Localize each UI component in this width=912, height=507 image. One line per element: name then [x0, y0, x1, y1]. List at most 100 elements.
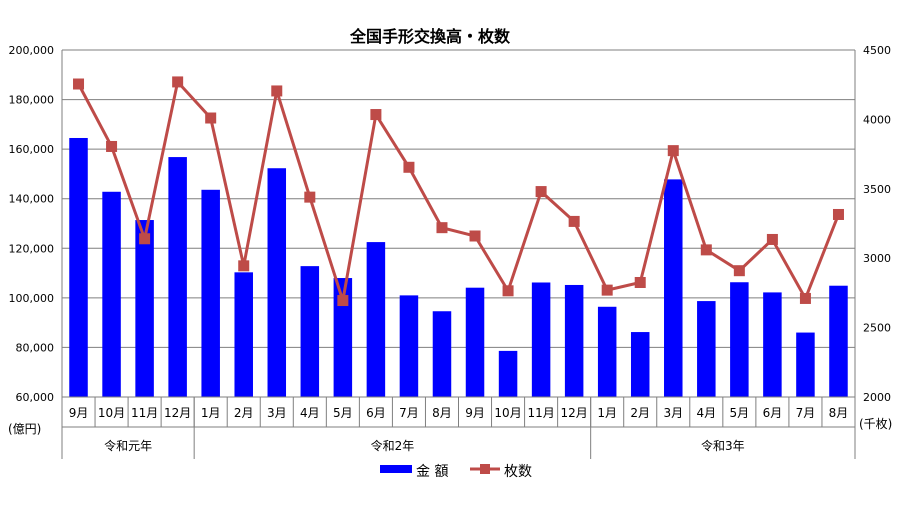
line-marker: [337, 295, 349, 307]
y-right-tick-labels: 2000 2500 3000 3500 4000 4500: [863, 44, 891, 404]
x-tick-label: 5月: [333, 406, 353, 420]
x-tick-label: 7月: [399, 406, 419, 420]
bar: [333, 278, 353, 397]
line-marker: [172, 76, 184, 88]
line-marker: [403, 161, 415, 173]
x-tick-label: 6月: [763, 406, 783, 420]
bar: [730, 282, 749, 397]
y-left-tick-labels: 60,000 80,000 100,000 120,000 140,000 160,000…: [9, 44, 55, 404]
x-tick-label: 12月: [561, 406, 588, 420]
bar: [300, 266, 320, 397]
bar: [796, 332, 815, 397]
x-group-label: 令和元年: [104, 438, 152, 453]
bar: [399, 295, 419, 397]
y-left-tick-label: 160,000: [9, 143, 55, 156]
y-left-tick-label: 80,000: [16, 341, 55, 354]
line-marker: [436, 222, 448, 234]
bar: [135, 220, 154, 397]
chart-title: 全国手形交換高・枚数: [349, 27, 511, 46]
x-tick-label: 11月: [527, 406, 554, 420]
y-left-unit: (億円): [8, 422, 41, 436]
y-right-tick-label: 3500: [863, 183, 891, 196]
line-marker: [106, 140, 118, 152]
line-marker: [700, 244, 712, 256]
bar: [366, 242, 386, 397]
bar: [102, 191, 121, 397]
line-marker: [304, 191, 316, 203]
y-right-unit: (千枚): [859, 416, 892, 431]
line-marker: [766, 233, 778, 245]
x-tick-label: 5月: [730, 406, 750, 420]
x-tick-label: 12月: [164, 406, 191, 420]
line-marker: [667, 145, 679, 157]
bar: [465, 287, 485, 397]
x-tick-label: 1月: [201, 406, 221, 420]
x-group-labels: 令和元年 令和2年 令和3年: [61, 397, 856, 459]
x-tick-label: 2月: [234, 406, 254, 420]
x-tick-label: 10月: [494, 406, 521, 420]
line-marker: [139, 233, 151, 245]
line-marker: [832, 208, 844, 220]
x-group-label: 令和2年: [371, 438, 415, 453]
legend-label-amount: 金 額: [416, 464, 448, 480]
x-tick-label: 1月: [597, 406, 617, 420]
bar: [697, 301, 716, 397]
line-marker: [370, 109, 382, 121]
bar: [234, 272, 253, 397]
x-tick-label: 7月: [796, 406, 816, 420]
y-right-tick-label: 4000: [863, 113, 891, 126]
legend: 金 額 枚数: [380, 464, 532, 480]
line-marker: [799, 292, 811, 304]
y-left-tick-label: 60,000: [16, 391, 55, 404]
y-left-tick-label: 200,000: [9, 44, 55, 57]
line-marker: [502, 285, 514, 297]
bar: [267, 168, 287, 397]
x-group-label: 令和3年: [701, 438, 745, 453]
bar: [498, 350, 518, 397]
x-tick-label: 8月: [829, 406, 849, 420]
x-tick-labels: 9月 10月 11月 12月 1月 2月 3月 4月 5月 6月 7月 8月 9月 10月 11月 12月 1月…: [69, 406, 849, 420]
bar: [564, 284, 584, 397]
line-path: [77, 78, 840, 302]
x-tick-label: 9月: [69, 406, 89, 420]
x-tick-label: 2月: [630, 406, 650, 420]
legend-line-marker: [480, 464, 490, 474]
y-left-tick-label: 100,000: [9, 292, 55, 305]
line-marker: [238, 260, 250, 272]
line-marker: [634, 276, 646, 288]
y-right-tick-label: 3000: [863, 252, 891, 265]
line-marker: [535, 186, 547, 198]
bar-series: [69, 137, 848, 397]
line-marker: [271, 85, 283, 97]
x-tick-label: 6月: [366, 406, 386, 420]
legend-bar-swatch: [380, 465, 412, 473]
line-marker: [469, 230, 481, 242]
x-tick-label: 9月: [465, 406, 485, 420]
line-marker: [601, 284, 613, 296]
line-marker: [73, 78, 85, 90]
line-marker: [733, 265, 745, 277]
bar: [630, 332, 650, 397]
x-tick-label: 11月: [131, 406, 158, 420]
x-tick-label: 10月: [98, 406, 125, 420]
x-tick-label: 3月: [267, 406, 287, 420]
bar: [763, 292, 782, 397]
x-tick-label: 3月: [663, 406, 683, 420]
bar: [69, 137, 88, 397]
y-left-tick-label: 180,000: [9, 94, 55, 107]
bar: [531, 282, 551, 397]
bar: [201, 189, 220, 397]
bar: [664, 179, 683, 397]
y-right-tick-label: 2500: [863, 322, 891, 335]
y-left-tick-label: 120,000: [9, 242, 55, 255]
y-left-tick-label: 140,000: [9, 193, 55, 206]
bar: [597, 306, 617, 397]
y-right-tick-label: 4500: [863, 44, 891, 57]
legend-label-count: 枚数: [504, 464, 532, 480]
x-tick-label: 8月: [432, 406, 452, 420]
y-right-tick-label: 2000: [863, 391, 891, 404]
x-tick-label: 4月: [696, 406, 716, 420]
line-marker: [205, 112, 217, 124]
bar: [829, 285, 848, 397]
